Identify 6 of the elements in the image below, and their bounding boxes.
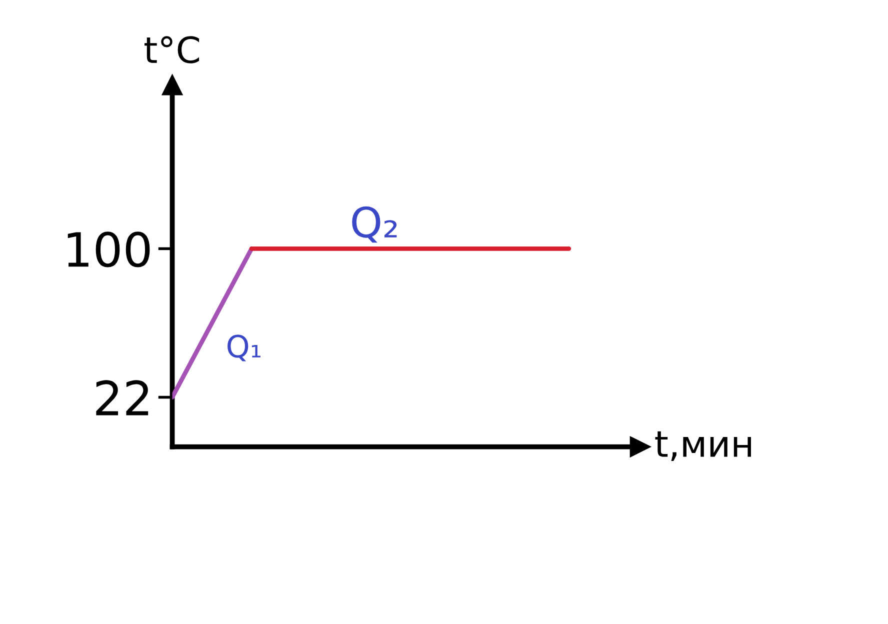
y-tick-label: 100	[68, 232, 150, 268]
x-axis-title: t,мин	[655, 431, 751, 461]
series-label: Q₁	[228, 334, 260, 362]
y-axis-title: t°C	[144, 36, 200, 64]
y-tick-label: 22	[96, 380, 148, 416]
series-label: Q₂	[352, 206, 397, 243]
